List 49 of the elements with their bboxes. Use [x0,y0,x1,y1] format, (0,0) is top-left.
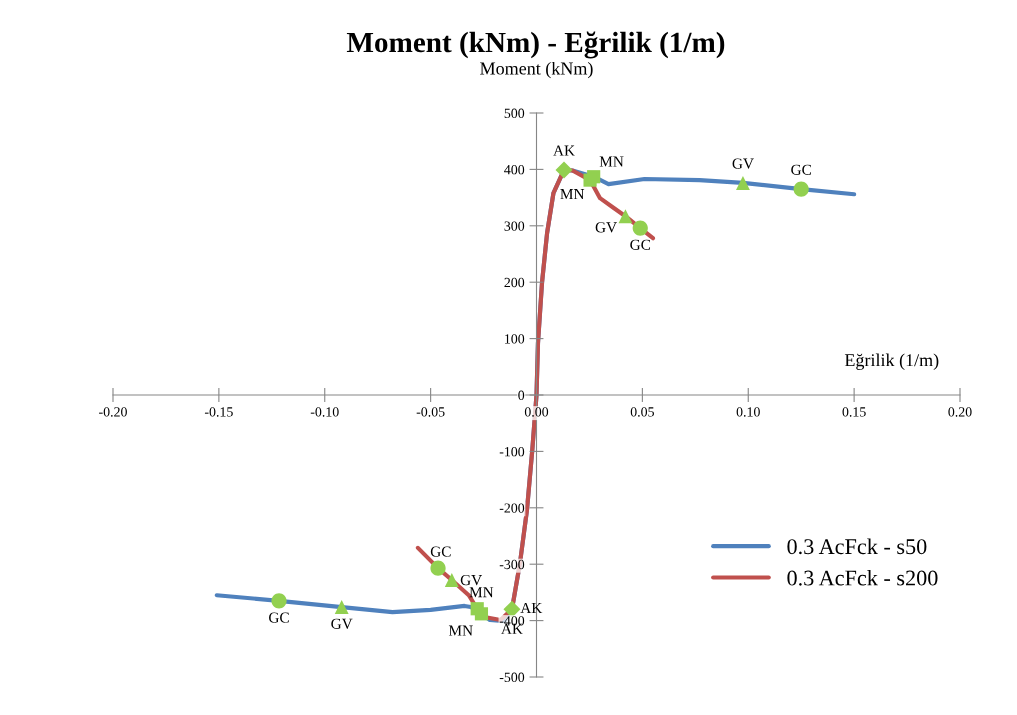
x-tick-label: 0.15 [842,407,866,417]
x-tick-label: -0.10 [310,407,339,417]
y-tick-label: -500 [499,672,525,682]
point [334,600,349,615]
y-tick-label: -100 [499,446,525,457]
y-tick-label: 100 [505,334,525,344]
x-tick-label: 0.00 [524,407,549,417]
y-tick-label: -200 [499,503,525,513]
point [583,173,597,187]
annotation: MN [560,189,585,200]
y-tick-label: 300 [504,221,525,231]
annotation: AK [553,145,575,156]
chart-title: Moment (kNm) - Eğrilik (1/m) [346,31,725,59]
y-tick-label: -300 [499,559,525,570]
point [555,161,573,179]
x-tick-label: 0.05 [630,407,654,417]
x-tick-label: -0.20 [99,407,127,417]
point [474,607,489,621]
point [430,560,446,576]
annotation: GV [331,618,353,630]
y-tick-label: 200 [504,277,525,288]
y-tick-label: 400 [504,164,525,175]
point [736,175,750,190]
annotation: AK [520,602,543,613]
annotation: MN [599,156,624,167]
x-tick-label: 0.10 [736,407,760,417]
annotation: GC [430,546,451,557]
annotation: GV [595,222,617,233]
annotation: GC [630,239,651,250]
annotation: GV [732,158,754,169]
y-axis-title: Moment (kNm) [480,61,593,79]
annotation: MN [448,625,473,636]
annotation: GC [269,612,289,623]
x-axis-title: Eğrilik (1/m) [844,353,939,370]
point [632,220,648,236]
legend-label: 0.3 AcFck - s50 [787,538,927,555]
annotation: GV [460,574,483,586]
x-tick-label: 0.20 [948,407,972,417]
point [793,181,809,197]
legend-label: 0.3 AcFck - s200 [787,569,938,586]
point [618,209,633,224]
point [271,593,287,609]
point [444,573,459,587]
y-tick-label: 500 [504,108,525,118]
x-tick-label: -0.15 [204,407,233,417]
annotation: GC [791,164,811,175]
x-tick-label: -0.05 [416,407,445,417]
annotation: MN [469,587,494,598]
y-tick-label: 0 [518,390,525,400]
